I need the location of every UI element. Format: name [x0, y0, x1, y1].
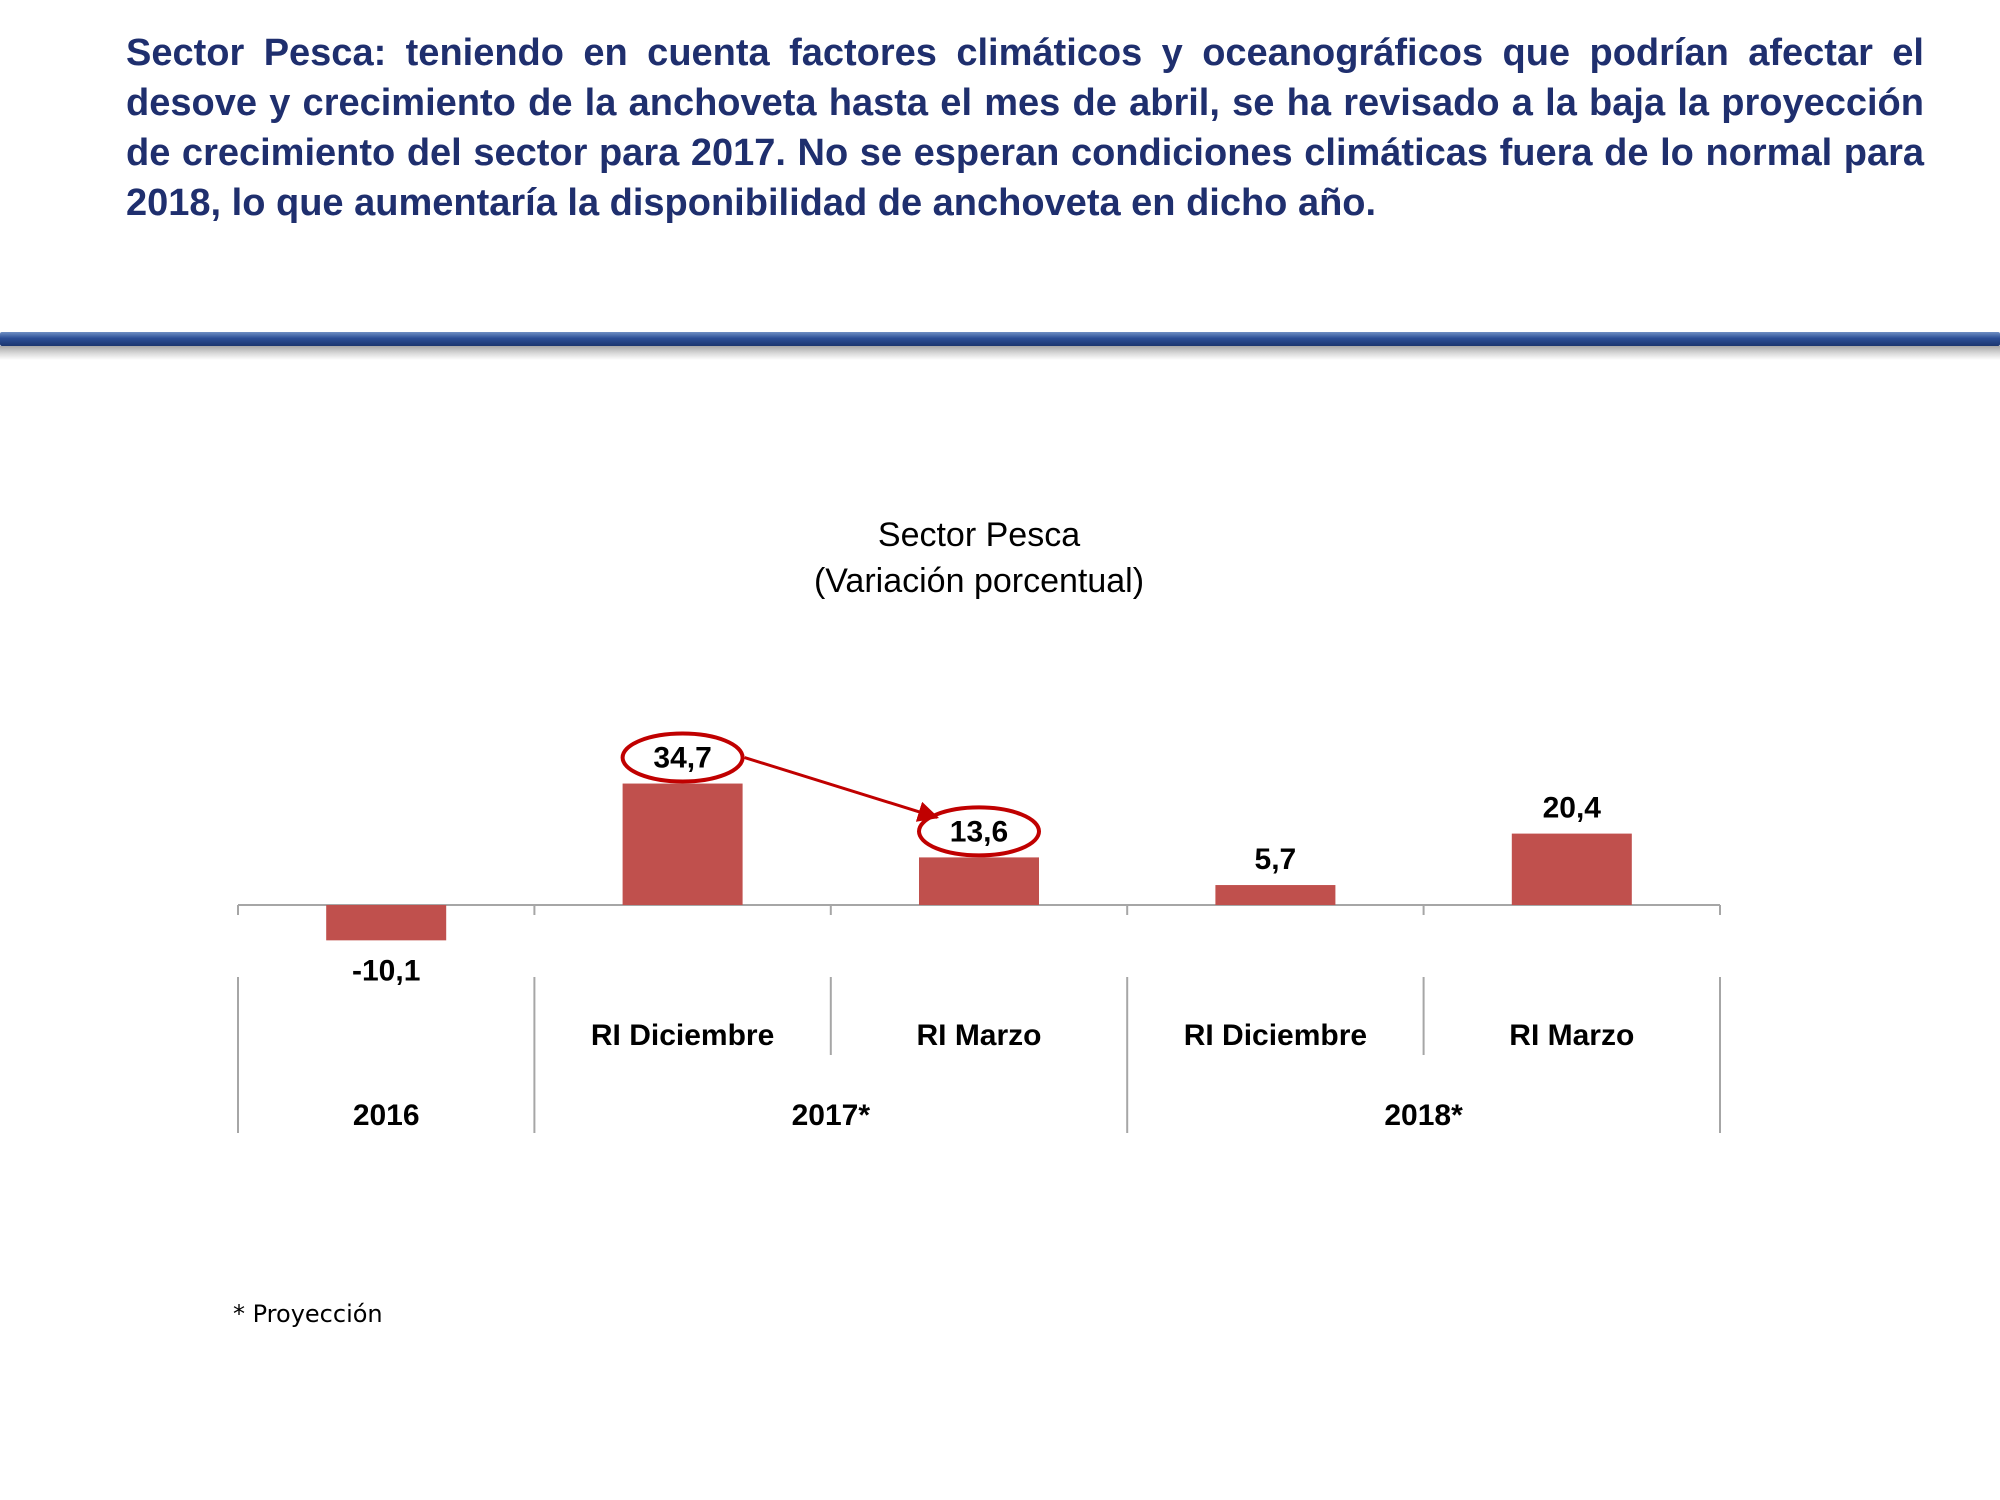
bar: [1511, 833, 1632, 905]
value-label: 13,6: [950, 815, 1008, 848]
category-label: RI Marzo: [1509, 1019, 1634, 1052]
category-label: RI Diciembre: [1184, 1019, 1367, 1052]
bar: [1215, 885, 1336, 905]
highlight-ellipse: [620, 731, 745, 784]
revision-arrow: [744, 756, 940, 822]
category-label: RI Marzo: [916, 1019, 1041, 1052]
group-label: 2018*: [1384, 1099, 1463, 1132]
value-label: 34,7: [653, 742, 711, 775]
bars-layer: [326, 783, 1632, 941]
value-label: 20,4: [1543, 792, 1602, 825]
chart-title: Sector Pesca: [878, 516, 1080, 554]
divider-band: [0, 332, 2000, 346]
group-label: 2017*: [792, 1099, 871, 1132]
group-label: 2016: [353, 1099, 420, 1132]
headline: Sector Pesca: teniendo en cuenta factore…: [126, 32, 1924, 224]
value-label: -10,1: [352, 954, 420, 987]
chart-subtitle: (Variación porcentual): [814, 562, 1144, 600]
bar: [622, 783, 743, 905]
highlight-ellipse: [917, 805, 1041, 858]
labels-layer: -10,1 34,7 RI Diciembre 13,6 RI Marzo 5,7 RI D…: [352, 731, 1634, 1132]
header-divider: [0, 332, 2000, 362]
value-label: 5,7: [1255, 843, 1297, 876]
bar: [919, 857, 1039, 905]
bar: [326, 905, 447, 941]
category-label: RI Diciembre: [591, 1019, 774, 1052]
footnote: * Proyección: [233, 1300, 383, 1328]
divider-shadow: [0, 346, 2000, 360]
